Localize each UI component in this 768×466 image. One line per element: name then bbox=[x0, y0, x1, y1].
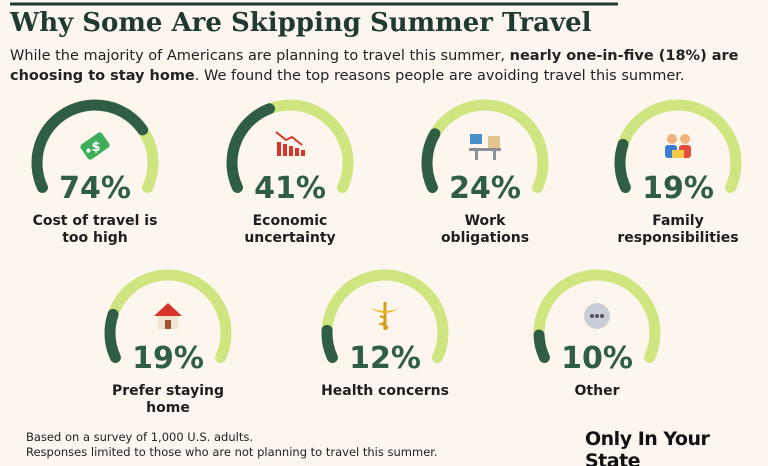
icon bbox=[371, 302, 399, 330]
footnote: Responses limited to those who are not p… bbox=[26, 445, 438, 459]
gauge-value bbox=[226, 103, 275, 194]
icon bbox=[275, 131, 305, 156]
svg-text:$: $ bbox=[91, 140, 100, 155]
gauge-value bbox=[533, 329, 550, 364]
value-label: 74% bbox=[59, 171, 131, 206]
icon bbox=[469, 134, 501, 160]
icon bbox=[665, 134, 691, 158]
value-label: 19% bbox=[642, 171, 714, 206]
brand: Only In Your State bbox=[585, 428, 710, 466]
footnote: Based on a survey of 1,000 U.S. adults. bbox=[26, 430, 253, 444]
gauge-value bbox=[321, 324, 338, 364]
gauge-value bbox=[421, 128, 441, 194]
gauge-value bbox=[614, 138, 631, 194]
value-label: 24% bbox=[449, 171, 521, 206]
category-label: Other bbox=[574, 383, 620, 399]
category-label: Work obligations bbox=[440, 213, 530, 246]
category-label: Economic uncertainty bbox=[244, 213, 336, 246]
category-label: Prefer staying home bbox=[112, 383, 224, 416]
value-label: 12% bbox=[349, 341, 421, 376]
category-label: Cost of travel is too high bbox=[32, 213, 158, 246]
subtitle-text: . We found the top reasons people are av… bbox=[194, 68, 685, 84]
subtitle-bold: nearly one-in-five (18%) are choosing to… bbox=[10, 48, 739, 84]
value-label: 10% bbox=[561, 341, 633, 376]
category-label: Family responsibilities bbox=[617, 213, 739, 246]
gauge-value bbox=[104, 308, 121, 364]
gauge-value bbox=[31, 99, 149, 194]
gauge-track bbox=[533, 269, 661, 364]
gauge-track bbox=[321, 269, 449, 364]
value-label: 19% bbox=[132, 341, 204, 376]
icon bbox=[154, 303, 182, 329]
title: Why Some Are Skipping Summer Travel bbox=[10, 8, 592, 38]
subtitle: While the majority of Americans are plan… bbox=[10, 46, 760, 86]
icon: $ bbox=[80, 132, 110, 160]
subtitle-text: While the majority of Americans are plan… bbox=[10, 48, 510, 64]
icon bbox=[584, 303, 610, 329]
value-label: 41% bbox=[254, 171, 326, 206]
category-label: Health concerns bbox=[321, 383, 449, 399]
